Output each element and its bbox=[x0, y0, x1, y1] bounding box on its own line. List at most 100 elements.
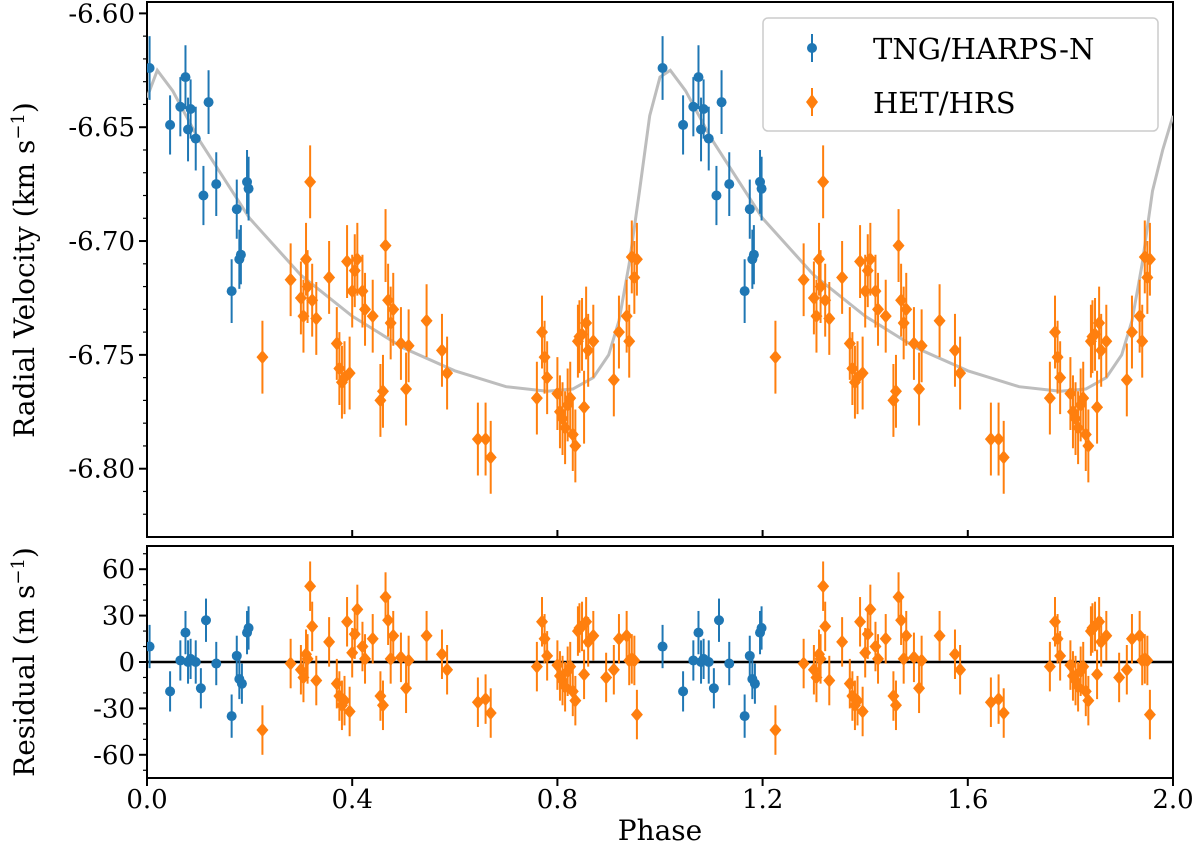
top-het-point bbox=[1051, 350, 1064, 365]
top-het-point bbox=[819, 293, 832, 308]
bottom-het-point bbox=[338, 693, 351, 708]
bottom-het-point bbox=[382, 613, 395, 628]
top-tng-point bbox=[716, 97, 727, 108]
top-het-point bbox=[913, 382, 926, 397]
top-tng-point bbox=[698, 104, 709, 114]
top-het-point bbox=[569, 438, 582, 453]
bottom-het-point bbox=[359, 651, 372, 666]
bottom-ytick-label: 0 bbox=[118, 648, 135, 678]
top-tng-point bbox=[180, 72, 191, 83]
bottom-tng-point bbox=[688, 655, 699, 666]
bottom-tng-point bbox=[211, 658, 222, 669]
bottom-het-point bbox=[578, 667, 591, 682]
top-tng-point bbox=[688, 101, 699, 112]
top-het-point bbox=[420, 313, 433, 328]
top-tng-point bbox=[693, 72, 704, 83]
xtick-label: 1.2 bbox=[742, 785, 783, 815]
top-het-point bbox=[536, 325, 549, 340]
top-ytick-label: -6.75 bbox=[68, 341, 135, 371]
top-het-point bbox=[900, 302, 913, 317]
bottom-het-point bbox=[915, 653, 928, 668]
top-het-point bbox=[582, 343, 595, 358]
top-het-point bbox=[323, 270, 336, 285]
top-het-point bbox=[578, 400, 591, 415]
bottom-het-point bbox=[346, 645, 359, 660]
top-tng-point bbox=[703, 133, 714, 144]
top-het-point bbox=[441, 366, 454, 381]
top-het-point bbox=[576, 327, 589, 342]
top-het-point bbox=[297, 309, 310, 324]
bottom-het-point bbox=[379, 590, 392, 605]
top-tng-point bbox=[235, 249, 246, 260]
top-het-point bbox=[630, 252, 643, 267]
bottom-het-point bbox=[304, 579, 317, 594]
bottom-tng-point bbox=[724, 658, 735, 669]
legend-het-label: HET/HRS bbox=[873, 86, 1016, 120]
bottom-het-point bbox=[869, 639, 882, 654]
top-het-point bbox=[628, 270, 641, 285]
top-het-point bbox=[1082, 438, 1095, 453]
bottom-het-point bbox=[933, 628, 946, 643]
xtick-label: 0.8 bbox=[537, 785, 578, 815]
bottom-het-point bbox=[376, 698, 389, 713]
bottom-het-point bbox=[402, 653, 415, 668]
bottom-het-point bbox=[387, 628, 400, 643]
bottom-y-axis-label: Residual (m s−1) bbox=[8, 547, 42, 777]
bottom-het-point bbox=[864, 602, 877, 617]
top-het-point bbox=[948, 343, 961, 358]
bottom-het-point bbox=[814, 651, 827, 666]
top-het-point bbox=[892, 238, 905, 253]
bottom-het-point bbox=[1043, 659, 1056, 674]
top-het-point bbox=[343, 366, 356, 381]
top-het-point bbox=[879, 309, 892, 324]
top-het-point bbox=[256, 350, 269, 365]
top-het-point bbox=[304, 174, 317, 189]
top-het-point bbox=[1054, 370, 1067, 385]
legend-entry-het: HET/HRS bbox=[806, 86, 1016, 120]
bottom-tng-point bbox=[678, 686, 689, 697]
bottom-het-point bbox=[310, 673, 323, 688]
bottom-het-point bbox=[306, 619, 319, 634]
top-tng-point bbox=[190, 133, 201, 144]
top-het-point bbox=[856, 366, 869, 381]
bottom-data-points bbox=[147, 561, 1156, 755]
top-tng-point bbox=[175, 101, 186, 112]
top-het-point bbox=[341, 254, 354, 269]
bottom-het-point bbox=[420, 628, 433, 643]
bottom-ytick-label: 30 bbox=[102, 602, 135, 632]
top-y-axis-label: Radial Velocity (km s−1) bbox=[8, 102, 42, 438]
top-het-point bbox=[1100, 334, 1113, 349]
top-het-point bbox=[1141, 270, 1154, 285]
bottom-het-point bbox=[900, 628, 913, 643]
bottom-tng-point bbox=[749, 678, 760, 689]
top-het-point bbox=[1095, 343, 1108, 358]
bottom-het-point bbox=[892, 590, 905, 605]
top-het-point bbox=[379, 238, 392, 253]
bottom-het-point bbox=[769, 723, 782, 738]
bottom-het-point bbox=[1091, 667, 1104, 682]
legend: TNG/HARPS-N HET/HRS bbox=[762, 17, 1159, 132]
bottom-tng-point bbox=[236, 678, 247, 689]
bottom-het-point bbox=[435, 647, 448, 662]
top-tng-point bbox=[657, 63, 668, 74]
bottom-het-point bbox=[536, 614, 549, 629]
top-tng-point bbox=[198, 190, 209, 201]
bottom-tng-point bbox=[195, 683, 206, 694]
top-het-point bbox=[538, 350, 551, 365]
top-data-points bbox=[147, 36, 1156, 494]
bottom-het-point bbox=[889, 698, 902, 713]
top-tng-point bbox=[147, 63, 155, 74]
bottom-het-point bbox=[1141, 653, 1154, 668]
top-ytick-label: -6.65 bbox=[68, 113, 135, 143]
bottom-het-point bbox=[323, 634, 336, 649]
top-het-point bbox=[769, 350, 782, 365]
bottom-het-point bbox=[954, 662, 967, 677]
bottom-tng-point bbox=[693, 627, 704, 638]
top-tng-point bbox=[165, 119, 176, 130]
top-het-point bbox=[479, 432, 492, 447]
top-het-point bbox=[1091, 400, 1104, 415]
bottom-het-point bbox=[343, 704, 356, 719]
top-het-point bbox=[864, 252, 877, 267]
bottom-het-point bbox=[856, 704, 869, 719]
bottom-het-point bbox=[600, 670, 613, 685]
